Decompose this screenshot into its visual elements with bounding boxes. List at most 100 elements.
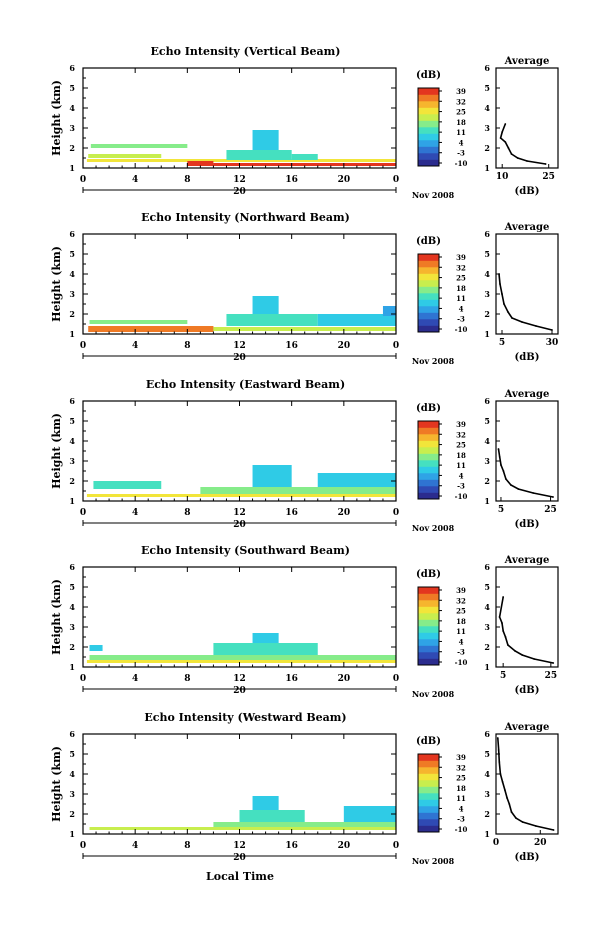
- profile-point: [509, 484, 512, 486]
- colorbar-segment: [418, 600, 439, 607]
- colorbar-segment: [418, 312, 439, 320]
- panel-5: Echo Intensity (Westward Beam)123456Heig…: [50, 711, 559, 866]
- profile-point: [499, 283, 501, 285]
- x-tick-label: 4: [132, 674, 138, 684]
- profile-y-tick-label: 6: [484, 729, 490, 739]
- colorbar-segment: [418, 773, 439, 781]
- y-tick-label: 5: [69, 749, 75, 759]
- profile-x-label: (dB): [515, 519, 540, 530]
- y-tick-label: 4: [69, 769, 75, 779]
- profile-point: [501, 131, 504, 133]
- profile-point: [498, 761, 501, 763]
- profile-y-tick-label: 5: [484, 416, 490, 426]
- profile-point: [496, 737, 499, 739]
- colorbar-segment: [418, 613, 439, 620]
- profile-y-tick-label: 4: [484, 769, 490, 779]
- heatmap-cells: [86, 633, 396, 663]
- colorbar-tick-label: -10: [455, 492, 468, 501]
- colorbar-tick-label: 18: [456, 784, 466, 793]
- colorbar-segment: [418, 325, 439, 333]
- x-tick-label: 0: [393, 841, 399, 851]
- colorbar-tick-label: -10: [455, 825, 468, 834]
- heatmap-cell: [317, 473, 396, 487]
- profile-title: Average: [504, 555, 550, 566]
- colorbar-segment: [418, 146, 439, 154]
- x-tick-label: 12: [233, 341, 246, 351]
- colorbar-segment: [418, 299, 439, 307]
- profile-x-tick-label: 25: [542, 172, 555, 182]
- colorbar-tick-label: -3: [457, 815, 465, 824]
- profile-point: [497, 448, 500, 450]
- y-tick-label: 1: [69, 662, 75, 672]
- colorbar-tick-label: 4: [459, 804, 464, 813]
- y-tick-label: 6: [69, 562, 75, 572]
- colorbar-segment: [418, 492, 439, 500]
- colorbar-segment: [418, 793, 439, 800]
- colorbar-segment: [418, 473, 439, 480]
- profile-frame: [495, 566, 559, 668]
- profile-line: [499, 123, 546, 165]
- colorbar-tick-label: -3: [457, 149, 465, 158]
- profile-x-label: (dB): [515, 186, 540, 197]
- profile-point: [526, 160, 528, 162]
- colorbar-unit: (dB): [416, 569, 441, 580]
- colorbar-unit: (dB): [416, 403, 441, 414]
- heatmap-cell: [252, 465, 292, 487]
- profile-y-tick-label: 4: [484, 103, 490, 113]
- colorbar-tick-label: 32: [456, 97, 466, 106]
- x-tick-label: 0: [80, 508, 86, 518]
- colorbar-frame: [417, 87, 440, 167]
- colorbar-tick-label: 32: [456, 430, 466, 439]
- colorbar-tick-label: -10: [455, 325, 468, 334]
- x-tick-label: 8: [184, 841, 190, 851]
- y-tick-label: 5: [69, 582, 75, 592]
- colorbar-segment: [418, 434, 439, 441]
- profile-point: [506, 797, 508, 799]
- x-tick-label: 12: [233, 841, 246, 851]
- profile-y-tick-label: 2: [484, 143, 490, 153]
- profile-point: [501, 293, 503, 295]
- colorbar-segment: [418, 466, 439, 474]
- x-tick-label: 8: [184, 674, 190, 684]
- colorbar-segment: [418, 440, 439, 448]
- colorbar-tick-label: 39: [456, 586, 466, 595]
- panel-3: Echo Intensity (Eastward Beam)123456Heig…: [50, 378, 559, 533]
- profile-point: [503, 303, 505, 305]
- heatmap-cell: [213, 643, 318, 655]
- x-tick-label: 0: [80, 175, 86, 185]
- heatmap-cell: [252, 130, 279, 150]
- x-tick-label: 12: [233, 674, 246, 684]
- y-tick-label: 4: [69, 436, 75, 446]
- x-tick-label: 16: [285, 341, 298, 351]
- profile-point: [498, 456, 501, 458]
- colorbar-segment: [418, 486, 439, 493]
- heatmap-cell: [213, 327, 396, 331]
- profile-y-tick-label: 4: [484, 269, 490, 279]
- panel-4: Echo Intensity (Southward Beam)123456Hei…: [50, 544, 559, 699]
- x-tick-label: 0: [80, 341, 86, 351]
- y-tick-label: 1: [69, 163, 75, 173]
- colorbar-segment: [418, 806, 439, 813]
- colorbar-tick-label: 11: [456, 128, 466, 137]
- profile-point: [521, 321, 523, 323]
- y-tick-label: 5: [69, 83, 75, 93]
- profile-y-tick-label: 5: [484, 749, 490, 759]
- x-tick-label: 4: [132, 341, 138, 351]
- profile-point: [502, 470, 505, 472]
- heatmap-cell: [291, 154, 318, 160]
- colorbar-tick-label: 4: [459, 471, 464, 480]
- heatmap-cell: [317, 314, 396, 326]
- colorbar-segment: [418, 786, 439, 794]
- colorbar-unit: (dB): [416, 236, 441, 247]
- colorbar-frame: [417, 420, 440, 500]
- profile-point: [521, 654, 524, 656]
- colorbar-segment: [418, 260, 439, 268]
- y-axis-label: Height (km): [50, 80, 63, 156]
- x-tick-label: 0: [393, 175, 399, 185]
- colorbar-segment: [418, 107, 439, 115]
- profile-line: [497, 448, 554, 498]
- profile-point: [507, 311, 509, 313]
- x-tick-label: 20: [338, 674, 351, 684]
